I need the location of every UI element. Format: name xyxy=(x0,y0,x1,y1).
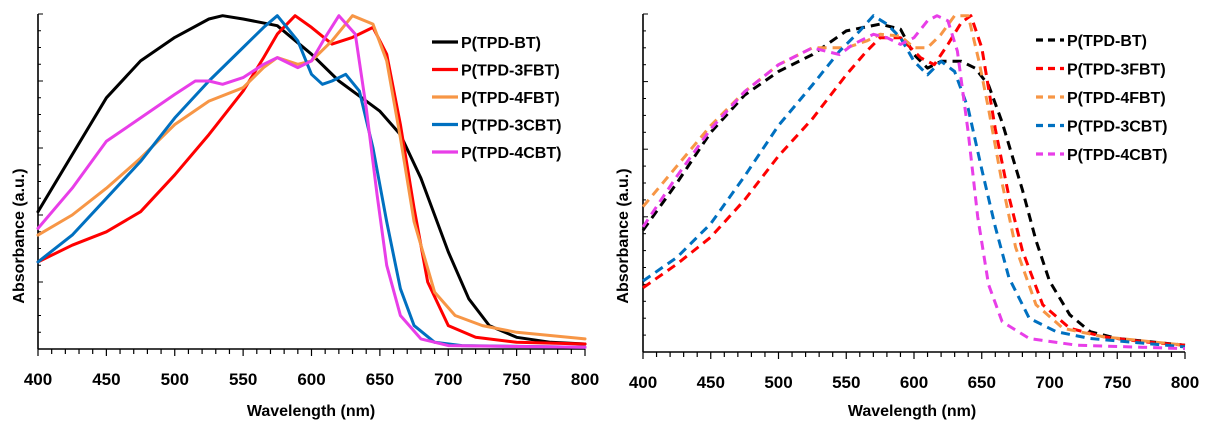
legend-label: P(TPD-3FBT) xyxy=(461,63,560,80)
x-tick-label: 550 xyxy=(229,370,257,389)
series-line-p-tpd-bt xyxy=(36,14,587,346)
y-axis-label: Absorbance (a.u.) xyxy=(11,168,28,303)
x-tick-label: 500 xyxy=(161,370,189,389)
x-tick-label: 800 xyxy=(571,370,599,389)
x-axis-label: Wavelength (nm) xyxy=(848,403,976,420)
y-axis-label: Absorbance (a.u.) xyxy=(615,168,632,303)
x-tick-label: 750 xyxy=(1103,373,1131,392)
x-tick-label: 650 xyxy=(968,373,996,392)
legend-label: P(TPD-4CBT) xyxy=(1067,147,1167,164)
x-tick-label: 600 xyxy=(297,370,325,389)
x-tick-label: 400 xyxy=(24,370,52,389)
legend-label: P(TPD-4FBT) xyxy=(461,90,560,107)
legend-right: P(TPD-BT) P(TPD-3FBT) P(TPD-4FBT) P(TPD-3CB… xyxy=(1036,33,1167,164)
legend-label: P(TPD-4CBT) xyxy=(461,145,561,162)
x-tick-label: 700 xyxy=(1035,373,1063,392)
x-tick-label: 800 xyxy=(1171,373,1199,392)
legend-label: P(TPD-3CBT) xyxy=(1067,119,1167,136)
x-tick-label: 650 xyxy=(366,370,394,389)
series-line-p-tpd-3fbt xyxy=(36,14,587,346)
legend-label: P(TPD-3FBT) xyxy=(1067,62,1166,79)
x-tick-label: 750 xyxy=(502,370,530,389)
legend-left: P(TPD-BT) P(TPD-3FBT) P(TPD-4FBT) P(TPD-3CB… xyxy=(432,35,561,162)
series-line-p-tpd-4cbt xyxy=(36,14,587,349)
x-ticks-left: 400 450 500 550 600 650 700 750 800 xyxy=(24,349,599,389)
legend-label: P(TPD-BT) xyxy=(1067,33,1147,50)
legend-label: P(TPD-4FBT) xyxy=(1067,90,1166,107)
series-line-p-tpd-4cbt xyxy=(641,14,1186,351)
x-tick-label: 400 xyxy=(629,373,657,392)
legend-label: P(TPD-3CBT) xyxy=(461,118,561,135)
x-tick-label: 700 xyxy=(434,370,462,389)
x-ticks-right: 400 450 500 550 600 650 700 750 800 xyxy=(629,352,1199,392)
series-line-p-tpd-3fbt xyxy=(642,14,1186,347)
series-line-p-tpd-3cbt xyxy=(642,14,1186,349)
x-tick-label: 450 xyxy=(697,373,725,392)
series-right xyxy=(641,14,1186,351)
chart-left: 400 450 500 550 600 650 700 750 800 P(TPD-BT)P(T… xyxy=(11,13,599,420)
x-tick-label: 600 xyxy=(900,373,928,392)
series-line-p-tpd-3cbt xyxy=(36,14,587,349)
series-line-p-tpd-bt xyxy=(641,22,1186,347)
x-tick-label: 550 xyxy=(832,373,860,392)
legend-label: P(TPD-BT) xyxy=(461,35,541,52)
x-tick-label: 500 xyxy=(764,373,792,392)
x-axis-label: Wavelength (nm) xyxy=(247,403,375,420)
series-left xyxy=(36,14,587,349)
x-tick-label: 450 xyxy=(92,370,120,389)
chart-right: 400 450 500 550 600 650 700 750 800 P(TPD-BT)P(T… xyxy=(615,13,1199,420)
